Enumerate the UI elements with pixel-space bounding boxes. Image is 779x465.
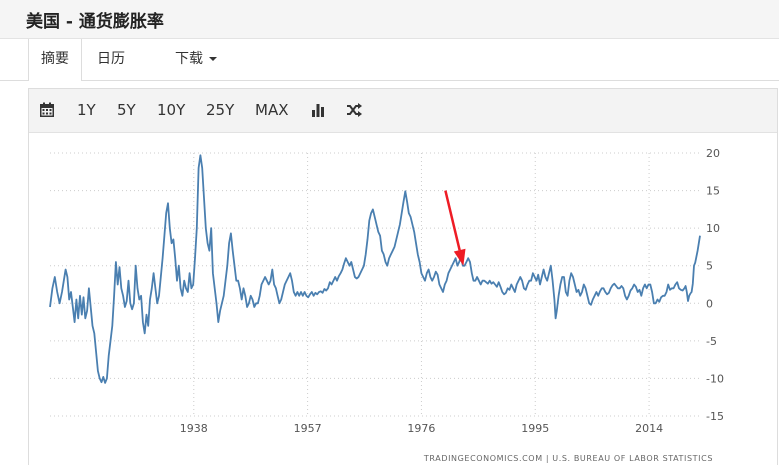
tab-bar: 摘要 日历 下载 <box>0 39 779 81</box>
y-tick-label: -10 <box>706 372 724 385</box>
chart-toolbar: 1Y 5Y 10Y 25Y MAX <box>29 89 777 133</box>
tab-summary-label: 摘要 <box>41 51 69 67</box>
caret-down-icon <box>209 57 217 61</box>
x-tick-label: 1976 <box>407 422 435 435</box>
calendar-icon[interactable] <box>39 102 55 118</box>
x-tick-label: 1938 <box>180 422 208 435</box>
y-tick-label: 10 <box>706 222 720 235</box>
tab-calendar[interactable]: 日历 <box>85 39 137 80</box>
source-credit: TRADINGECONOMICS.COM | U.S. BUREAU OF LA… <box>423 454 713 463</box>
y-tick-label: -15 <box>706 410 724 423</box>
range-max-button[interactable]: MAX <box>255 101 289 119</box>
y-tick-label: 20 <box>706 147 720 160</box>
title-bar: 美国 - 通货膨胀率 <box>0 0 779 39</box>
shuffle-icon[interactable] <box>346 102 362 118</box>
tab-download-label: 下载 <box>175 51 203 67</box>
range-10y-button[interactable]: 10Y <box>157 101 186 119</box>
tab-summary[interactable]: 摘要 <box>28 39 82 81</box>
x-tick-label: 2014 <box>635 422 663 435</box>
range-5y-button[interactable]: 5Y <box>117 101 136 119</box>
x-tick-label: 1957 <box>294 422 322 435</box>
y-tick-label: 5 <box>706 260 713 273</box>
annotation-arrow-head <box>453 248 466 266</box>
tab-calendar-label: 日历 <box>97 51 125 67</box>
page-title: 美国 - 通货膨胀率 <box>26 12 164 32</box>
x-tick-label: 1995 <box>521 422 549 435</box>
range-1y-button[interactable]: 1Y <box>77 101 96 119</box>
series-line <box>49 154 701 384</box>
annotation-arrow-shaft <box>444 190 461 251</box>
y-tick-label: 15 <box>706 185 720 198</box>
tab-download[interactable]: 下载 <box>163 39 229 80</box>
y-tick-label: -5 <box>706 335 717 348</box>
bar-chart-icon[interactable] <box>310 102 326 118</box>
y-tick-label: 0 <box>706 297 713 310</box>
range-25y-button[interactable]: 25Y <box>206 101 235 119</box>
